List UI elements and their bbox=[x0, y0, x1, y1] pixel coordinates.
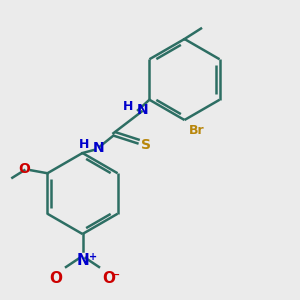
Text: Br: Br bbox=[189, 124, 205, 137]
Text: H: H bbox=[79, 137, 89, 151]
Text: −: − bbox=[111, 270, 120, 280]
Text: S: S bbox=[141, 138, 151, 152]
Text: +: + bbox=[89, 252, 97, 262]
Text: O: O bbox=[18, 162, 30, 176]
Text: H: H bbox=[123, 100, 134, 113]
Text: O: O bbox=[50, 271, 62, 286]
Text: O: O bbox=[103, 271, 116, 286]
Text: N: N bbox=[136, 103, 148, 117]
Text: N: N bbox=[92, 141, 104, 154]
Text: N: N bbox=[76, 253, 89, 268]
